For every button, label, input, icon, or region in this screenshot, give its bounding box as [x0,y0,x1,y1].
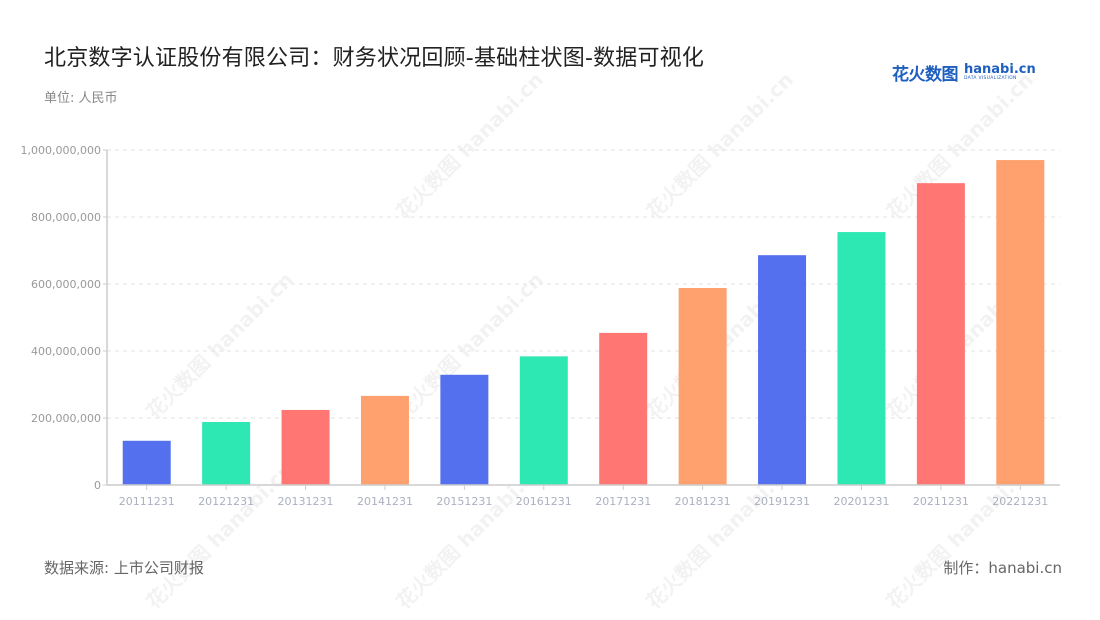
x-tick-label: 20111231 [119,495,175,508]
logo-text-cn: 花火数图 [892,65,959,85]
bar-20131231[interactable] [281,409,330,485]
x-tick-label: 20131231 [278,495,334,508]
x-tick-label: 20151231 [436,495,492,508]
x-tick-label: 20171231 [595,495,651,508]
bar-20181231[interactable] [678,288,727,485]
logo-subtext: DATA VISUALIZATION [964,76,1017,82]
x-tick-label: 20161231 [516,495,572,508]
bar-20201231[interactable] [837,232,886,485]
bar-20121231[interactable] [202,422,251,485]
bar-20111231[interactable] [122,440,171,485]
x-tick-label: 20221231 [992,495,1048,508]
bar-20221231[interactable] [996,160,1045,486]
x-tick-label: 20181231 [675,495,731,508]
y-tick-label: 1,000,000,000 [21,144,101,157]
y-tick-label: 400,000,000 [31,345,101,358]
x-axis: 20111231 20121231 20131231 20141231 20151231… [107,484,1060,508]
x-tick-label: 20191231 [754,495,810,508]
y-tick-label: 200,000,000 [31,412,101,425]
bar-20211231[interactable] [916,183,965,486]
bar-20141231[interactable] [360,395,409,485]
bar-20151231[interactable] [440,374,489,485]
logo-en-block: hanabi.cn DATA VISUALIZATION [964,63,1036,82]
unit-label: 单位: 人民币 [44,91,118,106]
y-tick-label: 600,000,000 [31,278,101,291]
gridlines [107,149,1060,419]
chart-title: 北京数字认证股份有限公司：财务状况回顾-基础柱状图-数据可视化 [44,46,705,71]
maker-credit: 制作：hanabi.cn [943,559,1062,577]
brand-logo: 花火数图 hanabi.cn DATA VISUALIZATION [892,60,1036,85]
data-source: 数据来源: 上市公司财报 [44,559,204,577]
x-tick-label: 20141231 [357,495,413,508]
bars [122,160,1045,486]
logo-text-en: hanabi.cn [964,62,1036,78]
bar-20171231[interactable] [599,332,648,485]
y-axis: 0 200,000,000 400,000,000 600,000,000 800,00… [21,144,108,492]
x-tick-label: 20211231 [913,495,969,508]
bar-20191231[interactable] [758,255,807,485]
y-tick-label: 800,000,000 [31,211,101,224]
y-tick-label: 0 [94,479,101,492]
bar-20161231[interactable] [519,356,568,485]
x-tick-label: 20121231 [198,495,254,508]
x-tick-label: 20201231 [833,495,889,508]
